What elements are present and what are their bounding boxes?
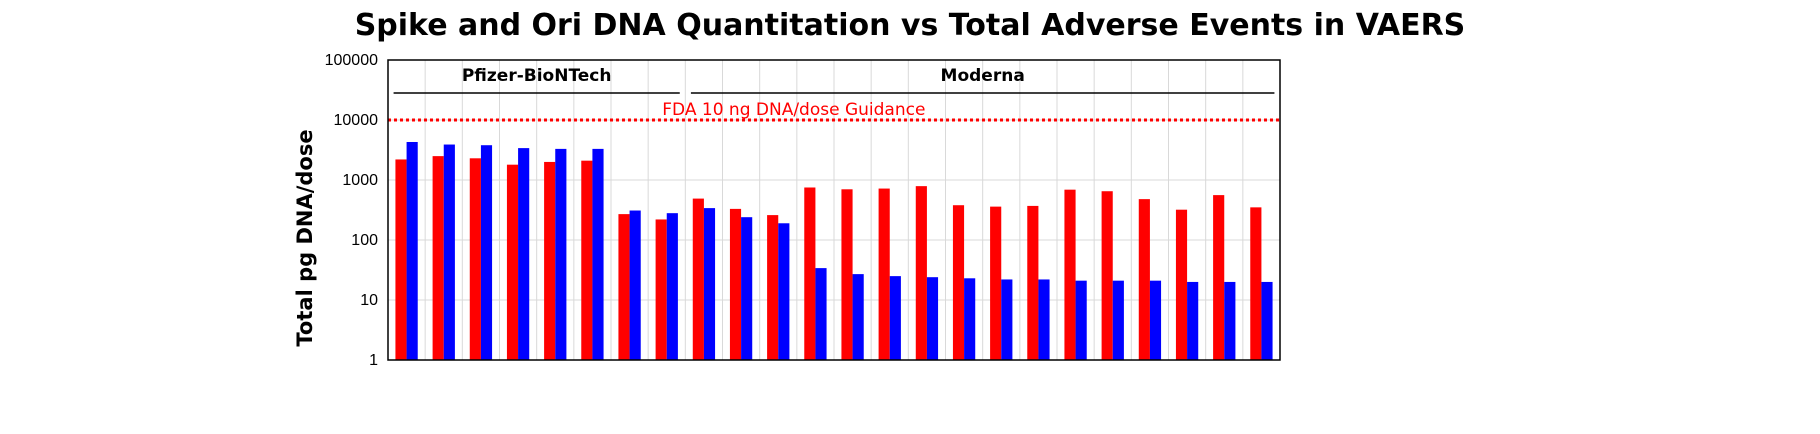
bar-series-1 bbox=[1175, 209, 1188, 360]
bar-series-2 bbox=[926, 277, 939, 360]
bar-series-1 bbox=[581, 160, 593, 360]
grid bbox=[388, 60, 1280, 360]
chart-title: Spike and Ori DNA Quantitation vs Total … bbox=[354, 8, 1466, 43]
bar-series-2 bbox=[480, 145, 493, 360]
bar-series-2 bbox=[964, 278, 976, 360]
reference-line-label: FDA 10 ng DNA/dose Guidance bbox=[662, 100, 925, 120]
reference-line-group: FDA 10 ng DNA/dose Guidance bbox=[388, 100, 1280, 122]
bar-series-1 bbox=[952, 205, 965, 360]
bar-series-2 bbox=[1038, 279, 1050, 360]
bar-series-1 bbox=[1064, 189, 1076, 360]
bar-series-1 bbox=[1213, 195, 1225, 360]
bar-series-1 bbox=[432, 156, 444, 360]
bar-series-1 bbox=[1027, 205, 1039, 360]
bar-series-1 bbox=[1250, 207, 1262, 360]
y-tick-label: 10 bbox=[360, 292, 378, 309]
bar-series-1 bbox=[804, 187, 816, 360]
bar-series-2 bbox=[1224, 281, 1236, 360]
bar-series-2 bbox=[815, 268, 827, 360]
bar-series-1 bbox=[915, 186, 927, 360]
bar-series-2 bbox=[1075, 280, 1087, 360]
bar-series-2 bbox=[443, 144, 455, 360]
y-tick-label: 1 bbox=[369, 352, 378, 369]
y-tick-label: 100 bbox=[351, 232, 378, 249]
bar-series-1 bbox=[692, 198, 704, 360]
bar-series-1 bbox=[767, 215, 779, 360]
bar-series-1 bbox=[990, 206, 1002, 360]
group-label: Pfizer-BioNTech bbox=[462, 66, 612, 86]
bar-series-2 bbox=[518, 148, 530, 360]
bar-series-1 bbox=[506, 164, 519, 360]
y-tick-labels: 1 10 100 1000 10000 100000 bbox=[325, 52, 378, 369]
bar-series-1 bbox=[395, 159, 407, 360]
bar-series-2 bbox=[406, 141, 418, 360]
bar-series-2 bbox=[1149, 280, 1162, 360]
y-tick-label: 100000 bbox=[325, 52, 378, 69]
plot-area-frame bbox=[387, 59, 1281, 361]
bars bbox=[395, 141, 1273, 360]
bar-series-1 bbox=[1138, 199, 1150, 360]
bar-series-1 bbox=[729, 208, 742, 360]
bar-series-1 bbox=[878, 188, 890, 360]
bar-series-2 bbox=[592, 148, 604, 360]
bar-series-2 bbox=[1112, 280, 1124, 360]
group-brackets: Pfizer-BioNTech Moderna bbox=[393, 66, 1275, 94]
bar-series-1 bbox=[1101, 191, 1113, 360]
bar-series-2 bbox=[1187, 281, 1199, 360]
bar-series-1 bbox=[544, 161, 556, 360]
bar-series-2 bbox=[1261, 281, 1273, 360]
bar-series-2 bbox=[666, 213, 678, 360]
bar-series-1 bbox=[618, 214, 630, 360]
y-tick-label: 1000 bbox=[342, 172, 378, 189]
group-label: Moderna bbox=[941, 66, 1025, 86]
bar-series-2 bbox=[889, 276, 901, 360]
bar-series-1 bbox=[655, 219, 667, 360]
bar-series-2 bbox=[852, 274, 864, 360]
y-tick-label: 10000 bbox=[334, 112, 379, 129]
bar-series-2 bbox=[741, 217, 753, 360]
y-axis-label: Total pg DNA/dose bbox=[293, 129, 317, 346]
bar-series-2 bbox=[1001, 279, 1013, 360]
bar-series-2 bbox=[778, 223, 790, 360]
bar-series-2 bbox=[555, 148, 567, 360]
bar-series-1 bbox=[841, 189, 853, 360]
bar-series-2 bbox=[629, 210, 641, 360]
bar-series-1 bbox=[469, 158, 481, 360]
bar-series-2 bbox=[703, 208, 716, 360]
